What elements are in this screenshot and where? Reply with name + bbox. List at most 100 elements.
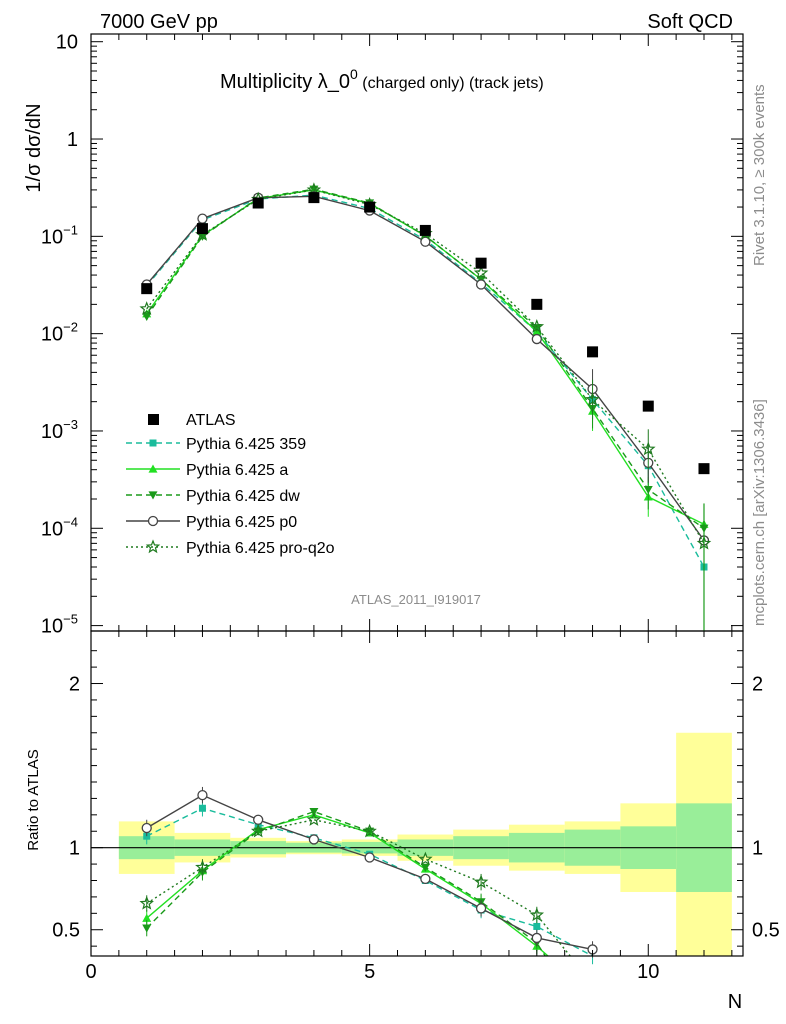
ratio-point	[308, 834, 320, 845]
main-series-line	[146, 194, 705, 568]
legend-label: Pythia 6.425 p0	[186, 514, 297, 531]
legend: ATLAS Pythia 6.425 359 Pythia 6.425 a Pyth…	[126, 412, 335, 557]
ratio-x-tick-labels: 0 5 10	[85, 961, 659, 983]
ratio-point	[531, 932, 542, 944]
ratio-point	[364, 852, 375, 863]
category-label: Soft QCD	[647, 11, 733, 33]
ratio-y-tick-labels: 0.5 0.5 1 1 2 2	[52, 674, 780, 942]
ratio-y-tick-label: 0.5	[52, 920, 80, 942]
main-y-axis-label: 1/σ dσ/dN	[23, 103, 45, 192]
ratio-series-3	[141, 786, 598, 958]
ratio-series-line	[146, 819, 571, 957]
main-point	[139, 301, 154, 316]
x-axis-label: N	[728, 991, 742, 1013]
main-point	[643, 485, 653, 495]
ratio-point	[141, 822, 152, 834]
legend-entry-0: Pythia 6.425 359	[126, 436, 306, 453]
ratio-point	[306, 812, 322, 826]
ratio-series-4	[139, 812, 571, 957]
ratio-ticks	[90, 631, 743, 956]
ratio-point	[142, 924, 152, 933]
main-y-tick-label: 10−3	[41, 417, 78, 443]
main-point	[531, 333, 542, 345]
legend-marker	[149, 439, 157, 447]
ratio-point	[142, 913, 152, 922]
legend-label: Pythia 6.425 dw	[186, 488, 300, 505]
ratio-point	[250, 823, 266, 838]
atlas-point	[196, 223, 208, 235]
main-y-tick-label: 10	[56, 32, 78, 54]
main-y-ticks	[91, 41, 743, 627]
atlas-point	[252, 197, 264, 209]
legend-entry-atlas: ATLAS	[148, 412, 236, 429]
main-y-tick-label: 10−2	[41, 320, 78, 346]
main-y-tick-label: 10−4	[41, 514, 78, 540]
ratio-y-tick-label: 2	[69, 674, 80, 696]
ratio-uncertainty-bands	[118, 732, 732, 956]
legend-entry-2: Pythia 6.425 dw	[126, 488, 300, 505]
legend-marker	[145, 539, 161, 554]
main-series-3	[141, 191, 710, 561]
ratio-point	[309, 807, 319, 817]
legend-atlas-marker	[148, 414, 159, 425]
main-point	[532, 324, 542, 333]
ratio-y-tick-label: 1	[69, 838, 80, 860]
atlas-point	[475, 257, 487, 269]
ratio-point	[253, 814, 264, 825]
ratio-point	[418, 851, 433, 866]
main-point	[197, 213, 208, 224]
ratio-y-tick-label-right: 0.5	[752, 920, 780, 942]
ratio-point	[420, 873, 431, 885]
main-series	[139, 182, 712, 631]
x-tick-label: 5	[364, 961, 375, 983]
ratio-point	[533, 922, 541, 930]
main-title: Multiplicity λ_00 (charged only) (track …	[220, 66, 544, 93]
x-tick-label: 0	[85, 961, 96, 983]
atlas-point	[698, 463, 710, 475]
main-panel: 10 1 10−1 10−2 10−3 10−4 10−5 Multiplicity λ_0…	[23, 32, 744, 638]
main-point	[585, 391, 600, 406]
ratio-point	[198, 804, 206, 812]
ratio-point	[475, 903, 487, 914]
ratio-series	[139, 786, 598, 965]
ratio-y-tick-label-right: 2	[752, 674, 763, 696]
ratio-point	[195, 859, 210, 874]
atlas-point	[587, 346, 599, 358]
legend-label: Pythia 6.425 pro-q2o	[186, 540, 335, 557]
legend-marker	[148, 491, 158, 500]
main-y-tick-label: 1	[67, 129, 78, 151]
main-point	[475, 279, 487, 290]
ratio-series-line	[146, 794, 593, 951]
atlas-point	[308, 192, 320, 204]
atlas-data	[141, 192, 710, 475]
legend-label: Pythia 6.425 a	[186, 462, 288, 479]
main-y-tick-label: 10−5	[41, 612, 78, 638]
legend-marker	[148, 464, 158, 473]
legend-entry-3: Pythia 6.425 p0	[126, 514, 297, 531]
analysis-watermark: ATLAS_2011_I919017	[351, 592, 481, 607]
mcplots-label: mcplots.cern.ch [arXiv:1306.3436]	[751, 399, 768, 626]
legend-atlas-label: ATLAS	[186, 412, 236, 429]
ratio-y-axis-label: Ratio to ATLAS	[25, 749, 42, 850]
atlas-point	[141, 283, 153, 295]
ratio-y-tick-label-right: 1	[752, 838, 763, 860]
ratio-point	[362, 823, 377, 838]
ratio-frame	[90, 630, 744, 957]
x-tick-label: 10	[637, 961, 659, 983]
main-point	[142, 312, 152, 322]
main-point	[473, 265, 489, 280]
ratio-series-line	[146, 810, 546, 957]
energy-label: 7000 GeV pp	[100, 11, 218, 33]
atlas-point	[531, 298, 543, 310]
main-y-tick-labels: 10 1 10−1 10−2 10−3 10−4 10−5	[41, 32, 78, 638]
main-x-ticks	[90, 34, 733, 631]
ratio-point	[529, 907, 545, 922]
main-y-tick-label: 10−1	[41, 222, 78, 248]
atlas-point	[419, 224, 431, 236]
main-point	[420, 236, 431, 247]
main-point	[529, 319, 545, 333]
ratio-point	[139, 895, 154, 910]
legend-marker	[147, 515, 159, 527]
legend-label: Pythia 6.425 359	[186, 436, 306, 453]
